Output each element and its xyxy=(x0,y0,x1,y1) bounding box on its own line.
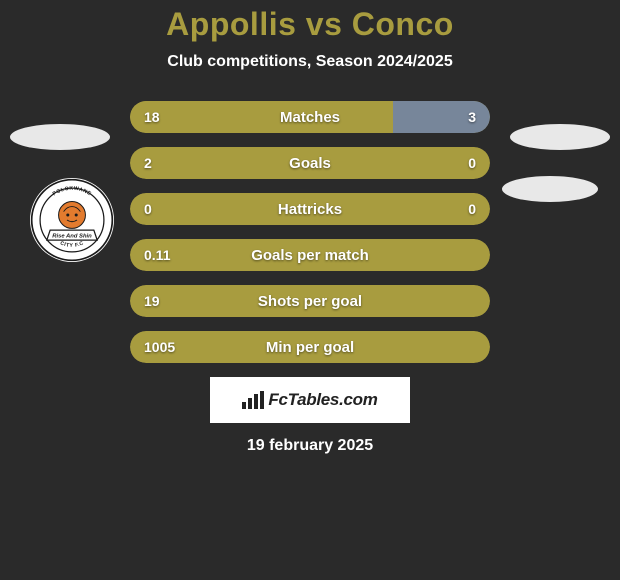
stat-row-goals-per-match: 0.11Goals per match xyxy=(130,239,490,271)
stat-label: Min per goal xyxy=(130,331,490,363)
stat-row-min-per-goal: 1005Min per goal xyxy=(130,331,490,363)
date-text: 19 february 2025 xyxy=(0,437,620,455)
badge-banner-text: Rise And Shin xyxy=(52,234,92,240)
stat-label: Hattricks xyxy=(130,193,490,225)
stat-label: Goals per match xyxy=(130,239,490,271)
player-right-ellipse-1 xyxy=(510,124,610,150)
fctables-bars-icon xyxy=(242,391,264,409)
stat-row-hattricks: 00Hattricks xyxy=(130,193,490,225)
stat-label: Shots per goal xyxy=(130,285,490,317)
stat-row-matches: 183Matches xyxy=(130,101,490,133)
player-left-ellipse-1 xyxy=(10,124,110,150)
stat-row-goals: 20Goals xyxy=(130,147,490,179)
fctables-logo: FcTables.com xyxy=(210,377,410,423)
club-badge-polokwane: POLOKWANE CITY F.C Rise And Shin xyxy=(30,178,114,262)
fctables-text: FcTables.com xyxy=(268,390,377,410)
stat-label: Matches xyxy=(130,101,490,133)
subtitle: Club competitions, Season 2024/2025 xyxy=(0,53,620,71)
player-right-ellipse-2 xyxy=(502,176,598,202)
stat-row-shots-per-goal: 19Shots per goal xyxy=(130,285,490,317)
stat-label: Goals xyxy=(130,147,490,179)
infographic-container: Appollis vs Conco Club competitions, Sea… xyxy=(0,0,620,580)
page-title: Appollis vs Conco xyxy=(0,6,620,43)
